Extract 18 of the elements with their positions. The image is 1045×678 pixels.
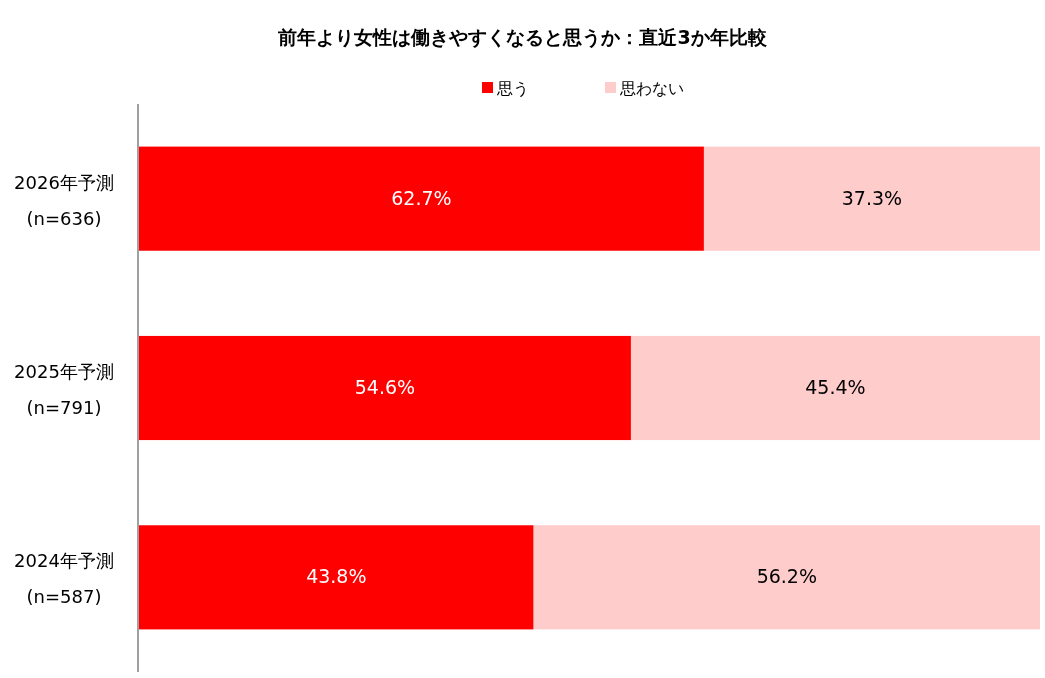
data-label: 43.8% bbox=[306, 565, 367, 588]
legend-label: 思わない bbox=[619, 79, 684, 98]
y-tick-label: 2026年予測 (n=636) bbox=[14, 171, 114, 229]
data-label: 37.3% bbox=[841, 186, 903, 209]
y-tick-label: 2024年予測 (n=587) bbox=[14, 550, 114, 608]
data-label: 62.7% bbox=[391, 186, 452, 209]
data-label: 45.4% bbox=[805, 376, 866, 398]
bar bbox=[139, 525, 534, 630]
bar bbox=[139, 146, 704, 251]
bar bbox=[533, 525, 1040, 630]
data-label: 56.2% bbox=[756, 565, 817, 588]
bar bbox=[703, 146, 1040, 251]
y-tick-label: 2025年予測 (n=791) bbox=[14, 361, 114, 418]
legend-label: 思う bbox=[496, 79, 529, 98]
data-label: 54.6% bbox=[354, 376, 416, 398]
bar bbox=[139, 335, 631, 441]
chart-title: 前年より女性は働きやすくなると思うか：直近3か年比較 bbox=[277, 26, 768, 49]
bar bbox=[630, 335, 1040, 441]
